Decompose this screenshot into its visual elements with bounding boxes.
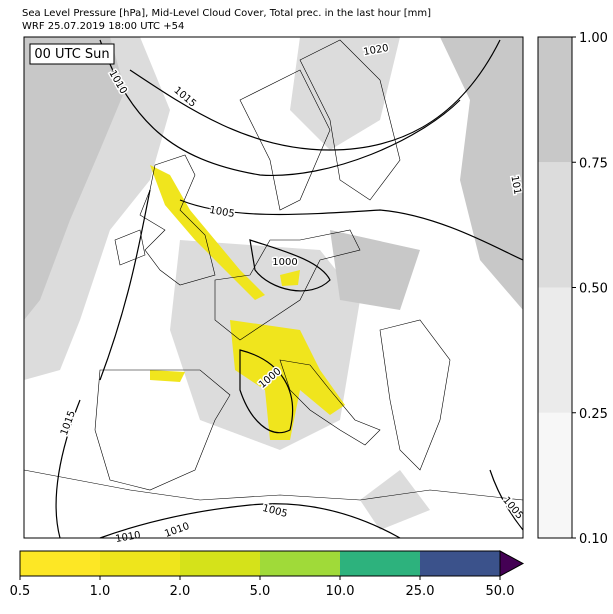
tick-label: 5.0 <box>250 584 271 599</box>
tick-label: 50.0 <box>486 584 515 599</box>
isobar-label: 1000 <box>272 257 297 268</box>
colorbar-segment <box>538 412 572 538</box>
time-label-box <box>29 43 115 65</box>
tick-label: 10.0 <box>326 584 355 599</box>
tick-label: 1.0 <box>90 584 111 599</box>
colorbar-segment <box>538 287 572 413</box>
isobar-label: 1010 <box>115 530 142 545</box>
tick-label: 25.0 <box>406 584 435 599</box>
colorbar-segment <box>180 551 260 576</box>
time-label: 00 UTC Sun <box>34 47 109 62</box>
tick-label: 2.0 <box>170 584 191 599</box>
tick-label: 0.25 <box>579 407 608 422</box>
subtitle: WRF 25.07.2019 18:00 UTC +54 <box>22 21 184 32</box>
tick-label: 0.50 <box>579 282 608 297</box>
colorbar-segment <box>20 551 100 576</box>
colorbar-segment <box>340 551 420 576</box>
colorbar-extend <box>499 550 525 577</box>
isobars <box>55 39 524 539</box>
tick-label: 1.00 <box>579 31 608 46</box>
colorbar-segment <box>100 551 180 576</box>
cloud-colorbar: 0.10 0.25 0.50 0.75 1.00 <box>537 31 608 547</box>
coastlines <box>23 39 524 501</box>
tick-label: 0.5 <box>10 584 31 599</box>
colorbar-segment <box>538 37 572 163</box>
colorbar-segment <box>260 551 340 576</box>
precip-areas <box>150 165 345 440</box>
tick-label: 0.75 <box>579 156 608 171</box>
map-frame <box>23 36 524 539</box>
precip-colorbar: 0.5 1.0 2.0 5.0 10.0 25.0 50.0 <box>10 550 525 599</box>
tick-label: 0.10 <box>579 532 608 547</box>
colorbar-segment <box>538 162 572 288</box>
title: Sea Level Pressure [hPa], Mid-Level Clou… <box>22 8 431 19</box>
isobar-label: 101 <box>508 175 522 196</box>
colorbar-segment <box>420 551 500 576</box>
